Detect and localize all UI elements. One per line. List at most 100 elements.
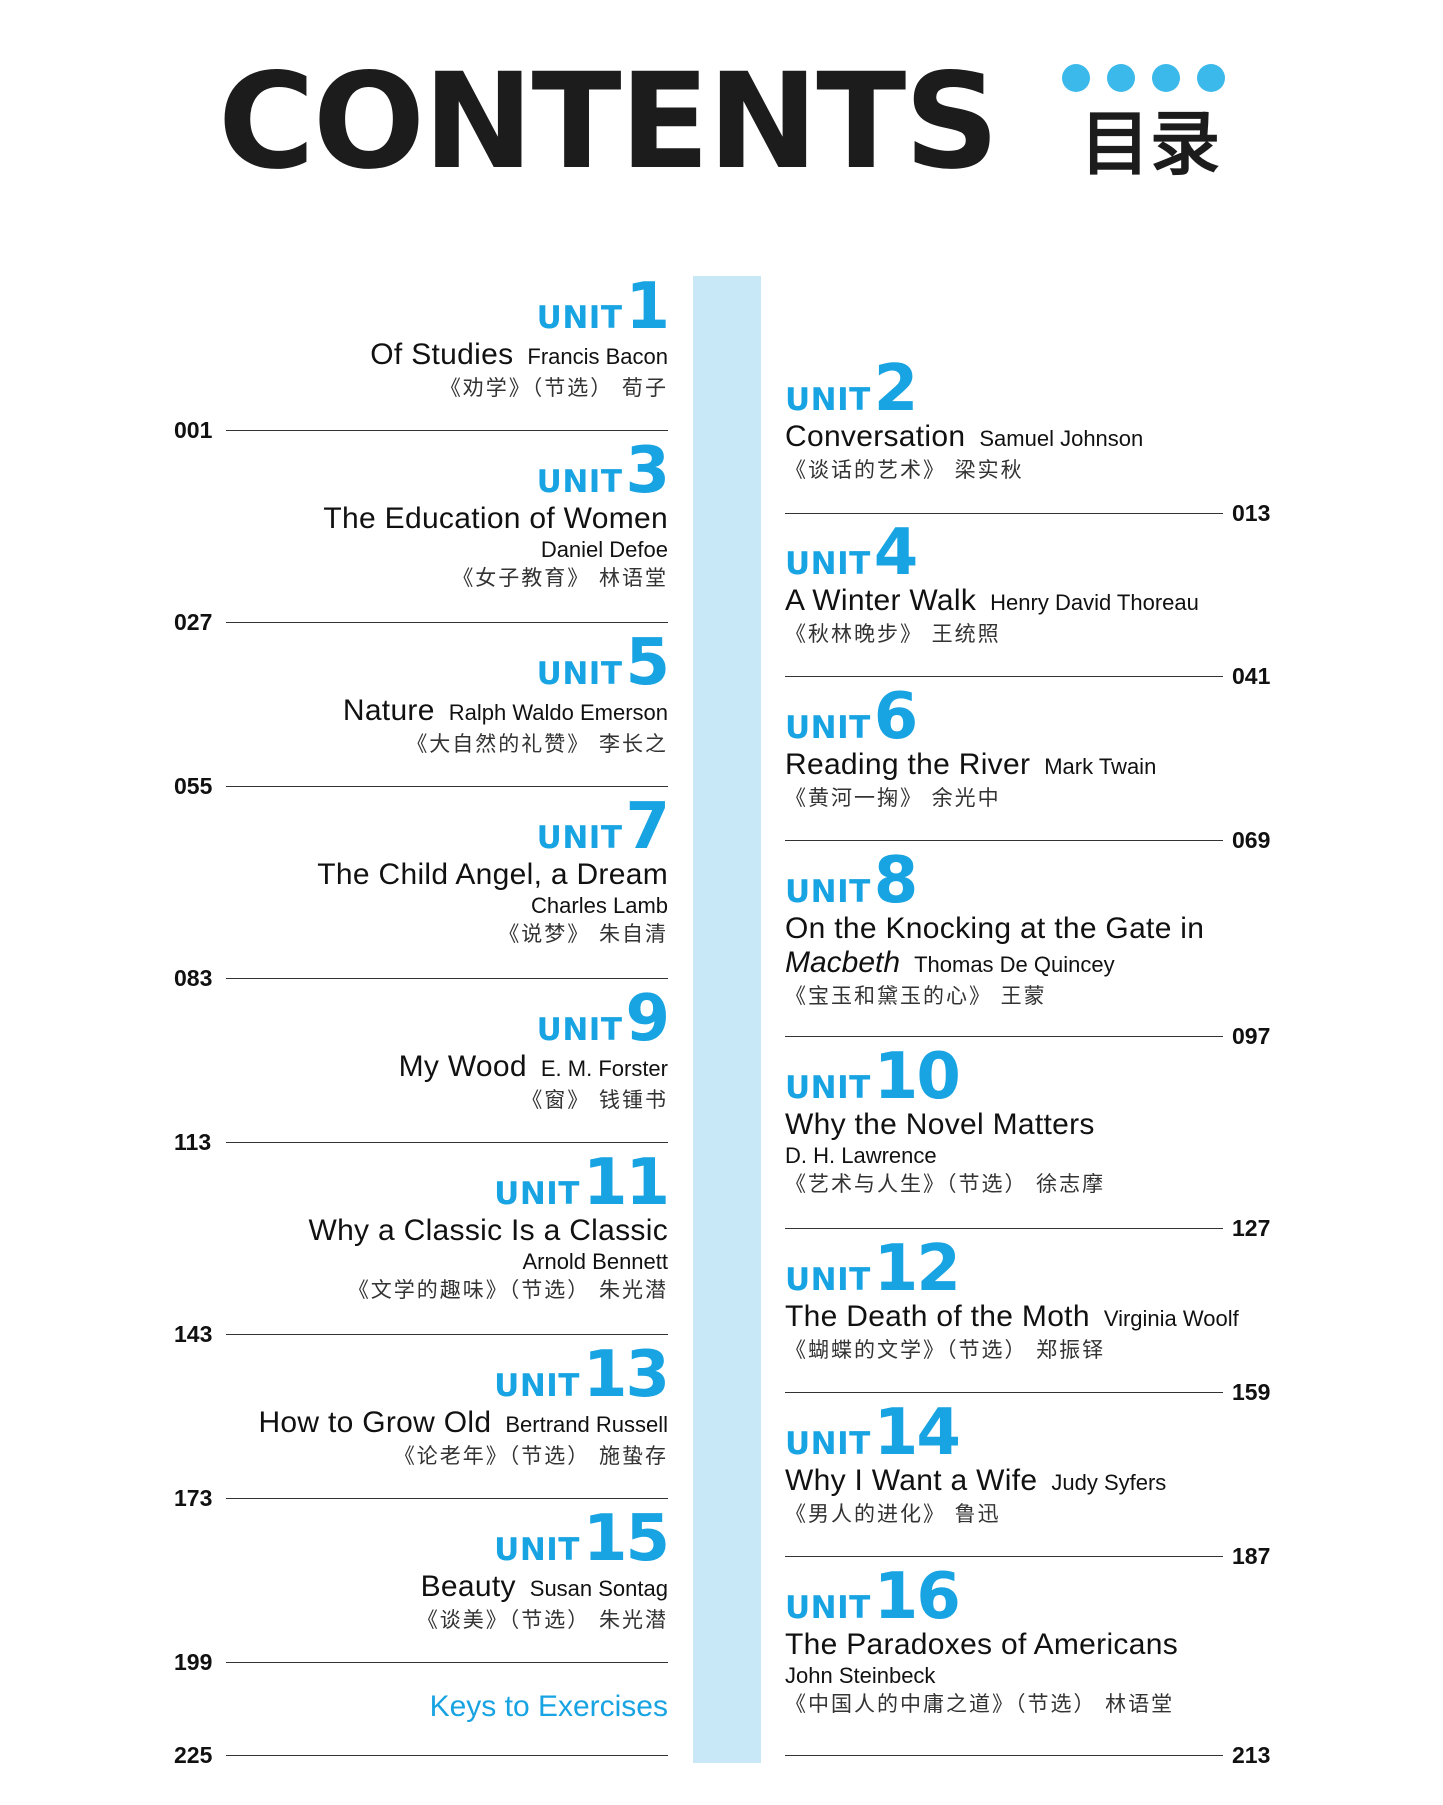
page-number: 069 [1232,827,1271,853]
entry-rule [785,1755,1223,1756]
entry-rule [226,786,668,787]
toc-entry-unit-14[interactable]: UNIT14 Why I Want a Wife Judy Syfers 《男人的进化… [785,1401,1277,1528]
essay-title-line: My Wood E. M. Forster [176,1050,668,1086]
unit-number: 4 [873,516,919,590]
unit-heading: UNIT16 [785,1565,1277,1629]
essay-author: Mark Twain [1044,754,1157,779]
essay-author: E. M. Forster [540,1056,668,1081]
entry-rule [226,978,668,979]
essay-title-line: The Death of the Moth Virginia Woolf [785,1300,1277,1336]
essay-title[interactable]: The Paradoxes of Americans [785,1628,1178,1661]
page-title-cn: 目录 [1080,103,1220,185]
chinese-counterpart: 《文学的趣味》（节选） 朱光潜 [347,1278,668,1302]
essay-title-line: Conversation Samuel Johnson [785,420,1277,456]
chinese-counterpart: 《男人的进化》 鲁迅 [785,1502,1001,1526]
unit-label: UNIT [785,710,871,746]
toc-entry-unit-5[interactable]: UNIT5 Nature Ralph Waldo Emerson 《大自然的礼赞》 李… [176,631,670,758]
essay-author: Susan Sontag [529,1576,668,1601]
entry-rule [226,1755,668,1756]
unit-heading: UNIT14 [785,1401,1277,1465]
toc-entry-unit-8[interactable]: UNIT8 On the Knocking at the Gate in Macbe… [785,849,1277,1010]
chinese-counterpart: 《秋林晚步》 王统照 [785,622,1001,646]
unit-label: UNIT [536,656,623,692]
toc-entry-unit-15[interactable]: UNIT15 Beauty Susan Sontag 《谈美》（节选） 朱光潜 [176,1507,670,1634]
toc-entry-unit-1[interactable]: UNIT1 Of Studies Francis Bacon 《劝学》（节选） 荀子 [176,275,670,402]
entry-rule [226,1498,668,1499]
page-number: 083 [174,965,213,991]
essay-title[interactable]: The Education of Women [323,502,668,535]
toc-entry-unit-13[interactable]: UNIT13 How to Grow Old Bertrand Russell 《论老… [176,1343,670,1470]
toc-entry-unit-12[interactable]: UNIT12 The Death of the Moth Virginia Wool… [785,1237,1277,1364]
entry-rule [785,1556,1223,1557]
toc-entry-unit-3[interactable]: UNIT3 The Education of Women Daniel Defoe 《… [176,439,670,592]
essay-author: John Steinbeck [785,1663,936,1688]
essay-title[interactable]: Of Studies [370,338,514,371]
unit-heading: UNIT8 [785,849,1277,913]
essay-title[interactable]: Why I Want a Wife [785,1464,1038,1497]
essay-title[interactable]: Why a Classic Is a Classic [308,1214,668,1247]
chinese-counterpart: 《大自然的礼赞》 李长之 [406,732,668,756]
chinese-counterpart: 《谈美》（节选） 朱光潜 [416,1608,668,1632]
chinese-counterpart: 《女子教育》 林语堂 [452,566,668,590]
essay-title[interactable]: Beauty [420,1570,516,1603]
dot-icon [1197,64,1225,92]
essay-title-line: Beauty Susan Sontag [176,1570,668,1606]
page-number: 213 [1232,1742,1271,1768]
keys-page-number: 225 [174,1742,213,1768]
dot-icon [1107,64,1135,92]
chinese-counterpart: 《论老年》（节选） 施蛰存 [393,1444,668,1468]
essay-title-line: On the Knocking at the Gate in [785,912,1277,946]
unit-heading: UNIT7 [176,795,670,859]
essay-title-italic[interactable]: Macbeth [785,946,901,979]
keys-to-exercises-link[interactable]: Keys to Exercises [429,1690,668,1723]
unit-number: 13 [582,1338,670,1412]
essay-title[interactable]: A Winter Walk [785,584,977,617]
essay-title[interactable]: How to Grow Old [258,1406,492,1439]
essay-title[interactable]: The Child Angel, a Dream [317,858,668,891]
essay-title-line: The Child Angel, a Dream [176,858,668,892]
toc-entry-unit-2[interactable]: UNIT2 Conversation Samuel Johnson 《谈话的艺术》 梁… [785,357,1277,484]
toc-entry-unit-10[interactable]: UNIT10 Why the Novel Matters D. H. Lawrenc… [785,1045,1277,1198]
toc-entry-unit-4[interactable]: UNIT4 A Winter Walk Henry David Thoreau 《秋林… [785,521,1277,648]
toc-entry-unit-6[interactable]: UNIT6 Reading the River Mark Twain 《黄河一掬》 余… [785,685,1277,812]
page-number: 143 [174,1321,213,1347]
unit-label: UNIT [785,1590,871,1626]
essay-title[interactable]: Nature [342,694,435,727]
essay-title-line: A Winter Walk Henry David Thoreau [785,584,1277,620]
unit-heading: UNIT4 [785,521,1277,585]
unit-heading: UNIT6 [785,685,1277,749]
essay-title[interactable]: Reading the River [785,748,1031,781]
entry-rule [226,430,668,431]
unit-number: 7 [625,790,670,864]
essay-title-line: Why a Classic Is a Classic [176,1214,668,1248]
essay-title-line: Reading the River Mark Twain [785,748,1277,784]
essay-title[interactable]: Why the Novel Matters [785,1108,1095,1141]
page-number: 041 [1232,663,1271,689]
entry-rule [785,840,1223,841]
unit-number: 12 [873,1232,961,1306]
unit-label: UNIT [536,820,623,856]
essay-title[interactable]: My Wood [398,1050,527,1083]
toc-entry-unit-9[interactable]: UNIT9 My Wood E. M. Forster 《窗》 钱锺书 [176,987,670,1114]
unit-heading: UNIT15 [176,1507,670,1571]
unit-heading: UNIT11 [176,1151,670,1215]
essay-title[interactable]: Conversation [785,420,966,453]
essay-title[interactable]: On the Knocking at the Gate in [785,912,1205,945]
unit-label: UNIT [494,1176,580,1212]
entry-rule [226,1662,668,1663]
essay-title[interactable]: The Death of the Moth [785,1300,1090,1333]
essay-title-line: Macbeth Thomas De Quincey [785,946,1277,982]
toc-entry-unit-11[interactable]: UNIT11 Why a Classic Is a Classic Arnold B… [176,1151,670,1304]
entry-rule [785,676,1223,677]
toc-entry-unit-16[interactable]: UNIT16 The Paradoxes of Americans John Ste… [785,1565,1277,1718]
unit-number: 2 [873,352,919,426]
chinese-counterpart: 《中国人的中庸之道》（节选） 林语堂 [785,1692,1175,1716]
page-number: 199 [174,1649,213,1675]
unit-number: 10 [873,1040,961,1114]
chinese-counterpart: 《艺术与人生》（节选） 徐志摩 [785,1172,1106,1196]
unit-heading: UNIT3 [176,439,670,503]
toc-entry-unit-7[interactable]: UNIT7 The Child Angel, a Dream Charles Lam… [176,795,670,948]
unit-heading: UNIT10 [785,1045,1277,1109]
unit-number: 16 [873,1560,961,1634]
essay-title-line: Why I Want a Wife Judy Syfers [785,1464,1277,1500]
